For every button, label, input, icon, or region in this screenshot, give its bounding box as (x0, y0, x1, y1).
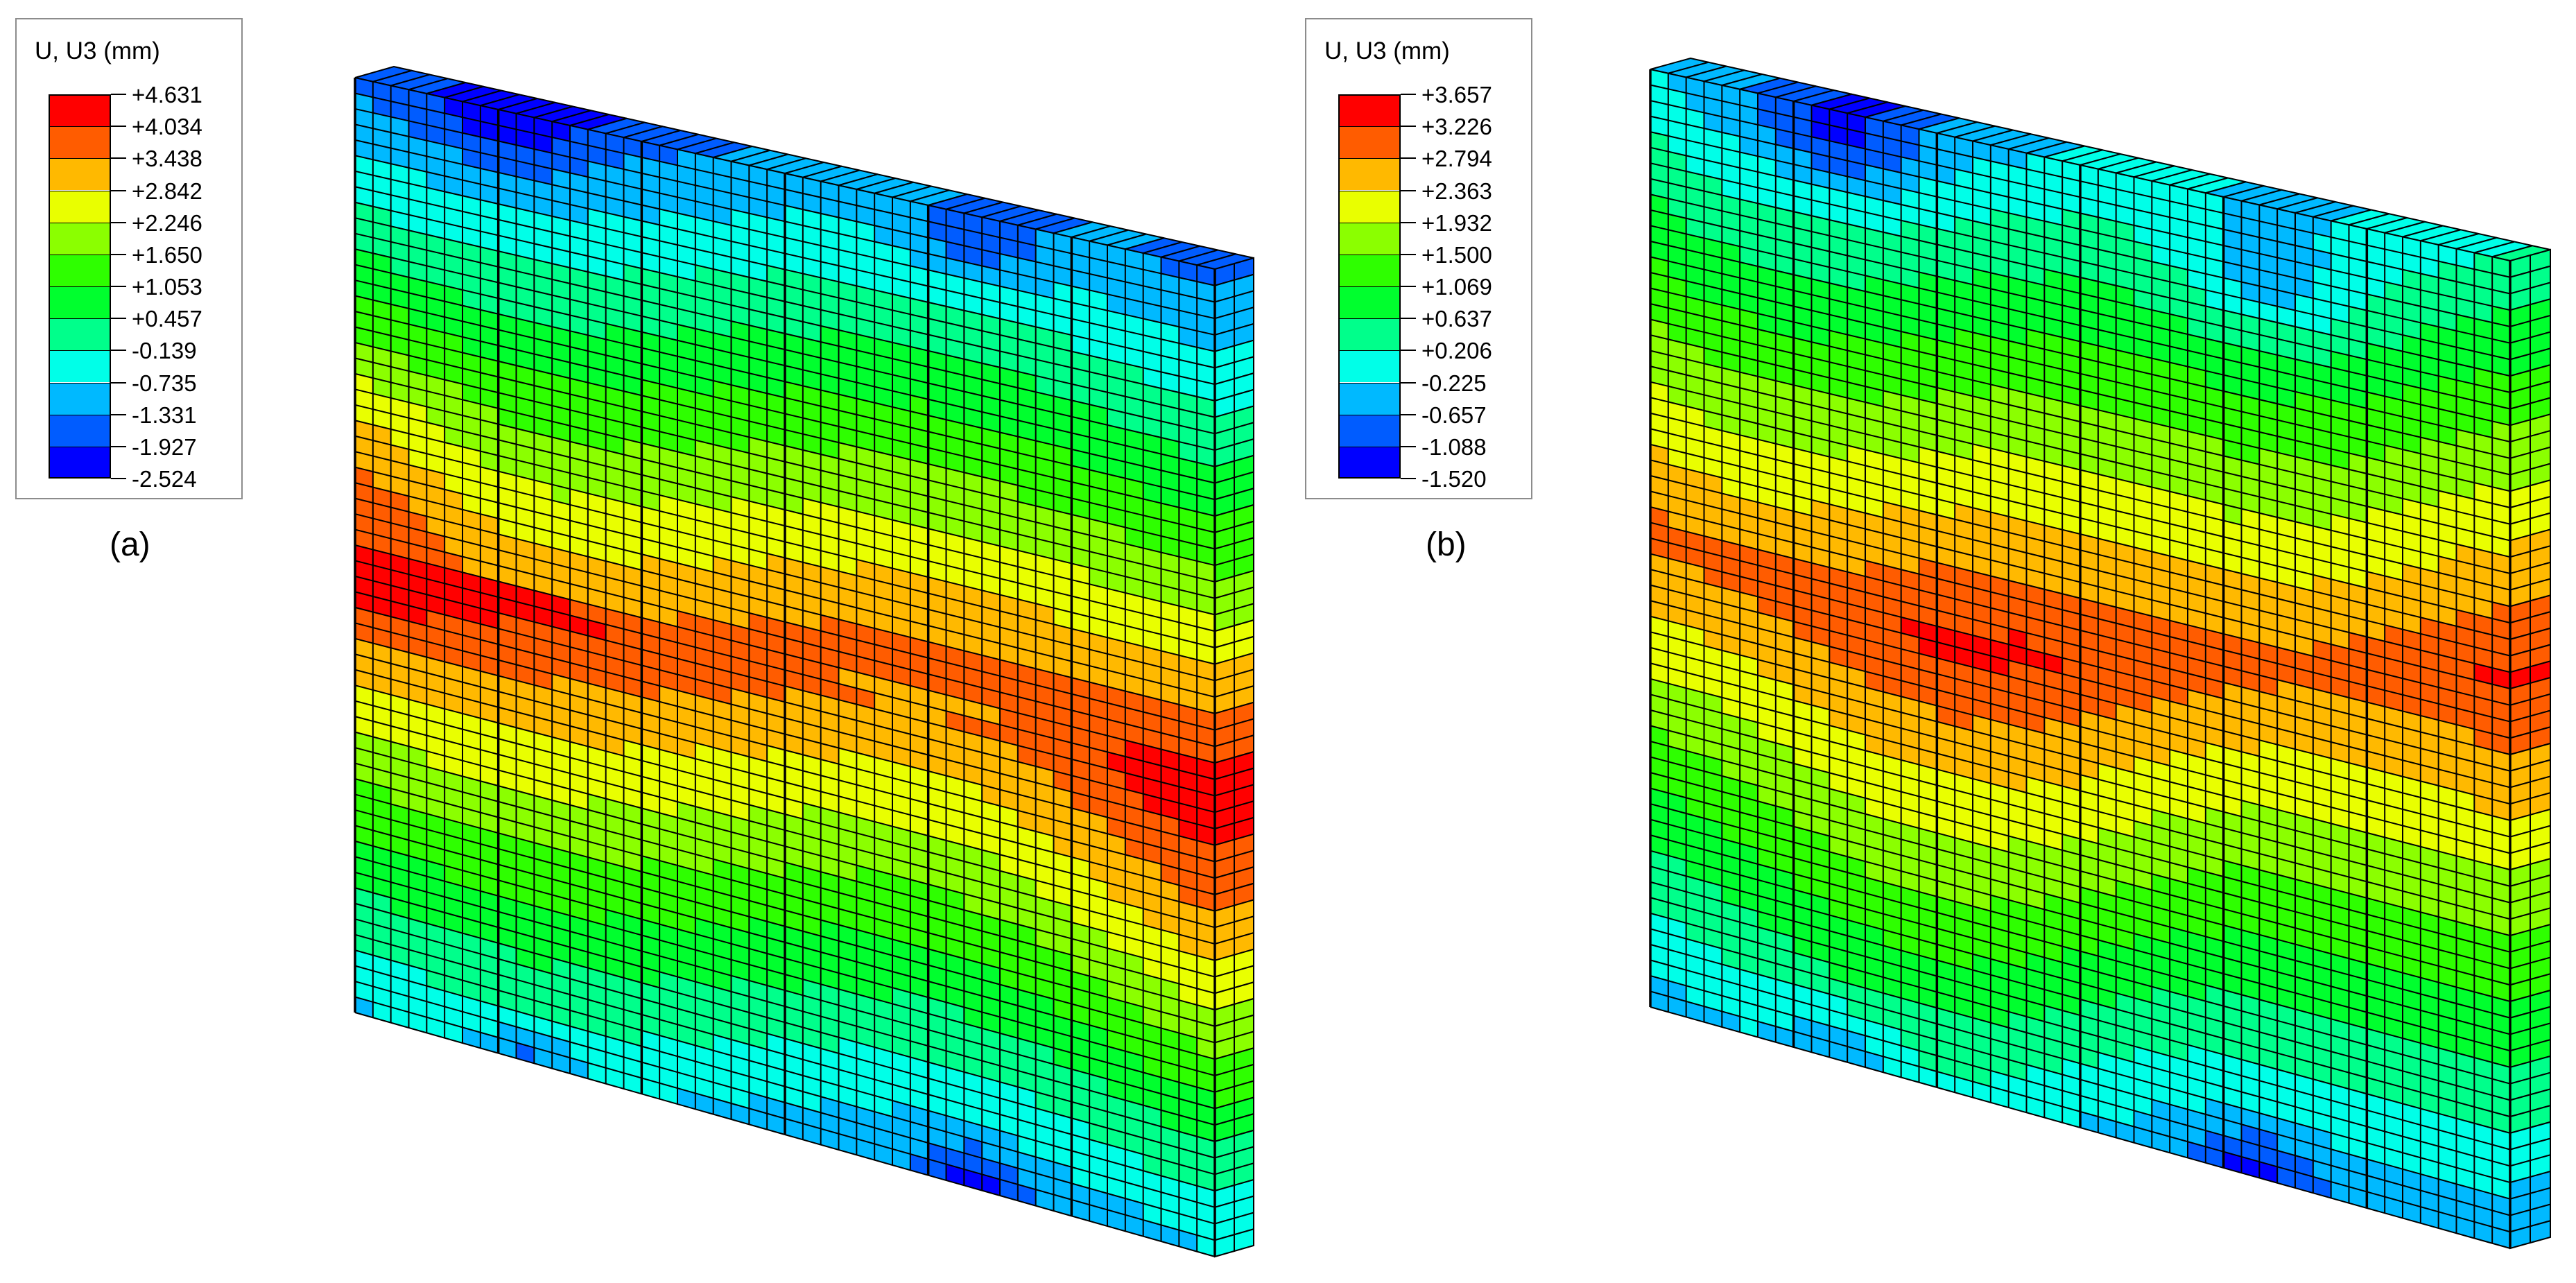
legend-swatch (49, 350, 111, 383)
legend-tick (1401, 478, 1416, 479)
legend-tick (1401, 189, 1416, 191)
legend-value-label: -0.657 (1421, 402, 1487, 428)
legend-swatch (49, 190, 111, 223)
legend-color-bar (1338, 94, 1401, 479)
legend-tick (1401, 221, 1416, 223)
legend-swatch (49, 254, 111, 286)
legend-tick (1401, 381, 1416, 384)
legend-tick (1401, 157, 1416, 160)
legend-tick (1401, 318, 1416, 320)
legend-swatch (1338, 158, 1401, 191)
legend-value-label: +1.500 (1421, 241, 1492, 268)
plate-contour-b (1649, 57, 2551, 1250)
legend-value-label: -0.735 (132, 370, 197, 396)
legend-value-label: +0.637 (1421, 306, 1492, 332)
legend-value-label: +1.650 (132, 241, 202, 268)
plate-face (354, 77, 1216, 1257)
legend-value-label: +4.034 (132, 114, 202, 140)
legend-tick (111, 126, 126, 128)
legend-b: U, U3 (mm) +3.657 +3.226 +2.794 +2.363 +1.93… (1305, 18, 1532, 499)
legend-swatch (49, 318, 111, 351)
legend-value-label: +3.226 (1421, 114, 1492, 140)
legend-swatch (1338, 94, 1401, 127)
legend-tick (1401, 253, 1416, 255)
legend-color-bar (49, 94, 111, 479)
plate-edge (1650, 57, 2551, 1250)
legend-value-label: +4.631 (132, 82, 202, 107)
legend-tick (1401, 286, 1416, 287)
panel-label-a: (a) (110, 526, 150, 563)
legend-value-label: +2.842 (132, 178, 202, 204)
legend-tick (111, 413, 126, 415)
legend-tick (111, 189, 126, 191)
legend-swatch (1338, 446, 1401, 479)
legend-title: U, U3 (mm) (35, 37, 160, 64)
legend-swatch (49, 414, 111, 447)
legend-swatch (1338, 318, 1401, 351)
legend-value-label: +1.932 (1421, 209, 1492, 236)
legend-value-label: -1.520 (1421, 466, 1487, 492)
legend-value-label: -1.088 (1421, 433, 1487, 460)
legend-swatch (49, 446, 111, 479)
plate-face (1649, 69, 2512, 1249)
plate-a (354, 65, 1254, 1258)
legend-value-label: -1.927 (132, 433, 197, 460)
legend-tick (111, 350, 126, 352)
legend-value-label: -0.139 (132, 338, 197, 364)
legend-title: U, U3 (mm) (1324, 37, 1450, 64)
legend-swatch (1338, 222, 1401, 255)
legend-swatch (1338, 382, 1401, 415)
legend-value-label: +3.657 (1421, 82, 1492, 107)
legend-tick (1401, 445, 1416, 447)
legend-swatch (49, 286, 111, 319)
legend-tick (1401, 126, 1416, 128)
legend-tick (111, 318, 126, 320)
plate-b (1649, 57, 2551, 1250)
legend-value-label: +0.206 (1421, 338, 1492, 364)
legend-swatch (1338, 254, 1401, 286)
legend-value-label: -2.524 (132, 466, 197, 492)
legend-swatch (1338, 190, 1401, 223)
legend-swatch (1338, 350, 1401, 383)
legend-tick (111, 381, 126, 384)
panel-b: U, U3 (mm) +3.657 +3.226 +2.794 +2.363 +1.93… (1290, 0, 2576, 1283)
legend-tick (111, 221, 126, 223)
legend-swatch (49, 382, 111, 415)
legend-tick (111, 478, 126, 479)
legend-value-label: +0.457 (132, 306, 202, 332)
legend-value-label: +2.363 (1421, 178, 1492, 204)
legend-swatch (49, 158, 111, 191)
plate-contour-a (354, 65, 1254, 1258)
legend-tick (1401, 350, 1416, 352)
legend-value-label: -1.331 (132, 402, 197, 428)
legend-value-label: +2.794 (1421, 146, 1492, 172)
legend-a: U, U3 (mm) +4.631 +4.034 +3.438 +2.842 +2.24… (15, 18, 243, 499)
plate-edge (354, 65, 1254, 1258)
legend-swatch (1338, 126, 1401, 159)
legend-swatch (49, 94, 111, 127)
legend-tick (111, 253, 126, 255)
legend-tick (1401, 413, 1416, 415)
legend-swatch (1338, 286, 1401, 319)
legend-value-label: +2.246 (132, 209, 202, 236)
legend-tick (111, 94, 126, 95)
panel-a: U, U3 (mm) +4.631 +4.034 +3.438 +2.842 +2.24… (15, 18, 1254, 1258)
legend-value-label: +3.438 (132, 146, 202, 172)
legend-value-label: +1.069 (1421, 274, 1492, 300)
legend-tick (1401, 94, 1416, 95)
panel-label-b: (b) (1426, 526, 1467, 563)
legend-value-label: -0.225 (1421, 370, 1487, 396)
legend-tick (111, 286, 126, 287)
legend-value-label: +1.053 (132, 274, 202, 300)
legend-swatch (1338, 414, 1401, 447)
legend-tick (111, 157, 126, 160)
legend-swatch (49, 222, 111, 255)
legend-swatch (49, 126, 111, 159)
legend-tick (111, 445, 126, 447)
